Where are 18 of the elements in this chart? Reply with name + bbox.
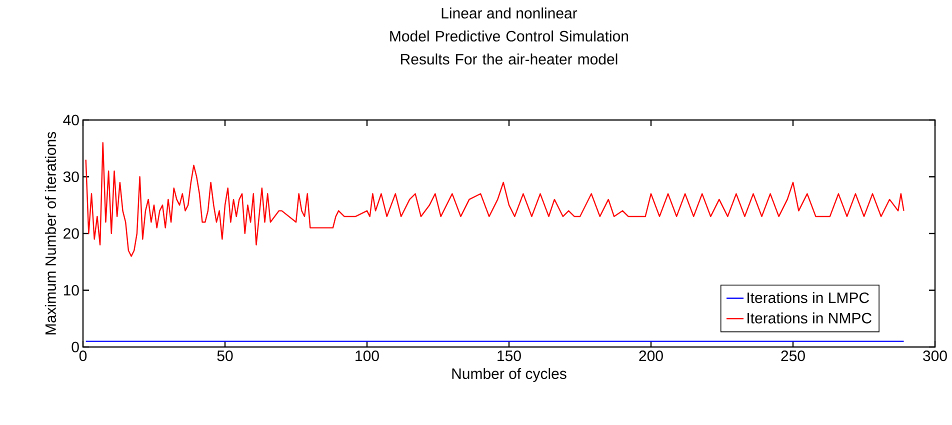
chart-title: Linear and nonlinear <box>442 8 578 19</box>
x-axis-title: Number of cycles <box>452 368 566 382</box>
y-axis-title: Maximum Number of iterations <box>44 132 56 334</box>
y-tick-label: 30 <box>63 171 79 182</box>
x-tick-label: 150 <box>498 350 521 362</box>
legend-label: Iterations in NMPC <box>748 312 872 324</box>
y-tick-label: 10 <box>64 284 79 296</box>
y-tick-label: 40 <box>63 114 79 126</box>
legend-label: Iterations in LMPC <box>748 292 869 304</box>
x-tick-label: 250 <box>781 350 805 362</box>
y-tick-label: 0 <box>72 342 79 352</box>
x-tick-label: 300 <box>923 350 947 362</box>
x-tick-label: 100 <box>356 350 379 362</box>
x-tick-label: 50 <box>217 350 233 362</box>
chart-subtitle: Model Predictive Control Simulation Results For the air-heater model <box>390 30 628 65</box>
y-tick-label: 20 <box>64 228 79 239</box>
x-tick-label: 0 <box>79 350 87 362</box>
x-tick-label: 200 <box>639 350 663 362</box>
